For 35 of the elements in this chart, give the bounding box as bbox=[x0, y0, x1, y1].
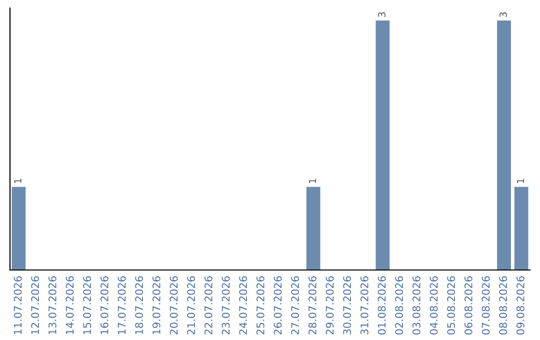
x-tick-label: 24.07.2026 bbox=[239, 276, 248, 334]
data-label: 3 bbox=[378, 12, 386, 17]
x-tick-label: 08.08.2026 bbox=[499, 276, 508, 335]
x-tick-label: 16.07.2026 bbox=[100, 276, 108, 334]
data-label: 3 bbox=[499, 12, 507, 17]
x-tick-label: 07.08.2026 bbox=[482, 276, 490, 335]
data-label: 1 bbox=[14, 178, 22, 183]
x-tick-label: 02.08.2026 bbox=[395, 276, 404, 335]
x-tick-label: 22.07.2026 bbox=[204, 276, 212, 334]
x-tick-label: 01.08.2026 bbox=[378, 276, 386, 335]
x-tick-label: 23.07.2026 bbox=[222, 276, 230, 334]
x-tick-label: 04.08.2026 bbox=[430, 276, 438, 335]
x-tick-label: 13.07.2026 bbox=[48, 276, 56, 334]
x-tick-label: 14.07.2026 bbox=[66, 276, 74, 334]
x-tick-label: 06.08.2026 bbox=[464, 276, 472, 335]
x-tick-label: 26.07.2026 bbox=[274, 276, 282, 334]
x-tick-label: 12.07.2026 bbox=[31, 276, 40, 334]
x-tick-label: 17.07.2026 bbox=[118, 276, 126, 334]
x-tick-label: 05.08.2026 bbox=[447, 276, 456, 335]
data-label: 1 bbox=[308, 178, 316, 183]
x-tick-label: 19.07.2026 bbox=[152, 276, 160, 334]
x-tick-label: 03.08.2026 bbox=[412, 276, 420, 335]
x-tick-label: 27.07.2026 bbox=[291, 276, 300, 334]
x-tick-label: 31.07.2026 bbox=[360, 276, 368, 334]
x-tick-label: 28.07.2026 bbox=[308, 276, 316, 334]
x-tick-label: 15.07.2026 bbox=[83, 276, 92, 334]
x-tick-label: 18.07.2026 bbox=[135, 276, 144, 334]
data-label: 1 bbox=[516, 178, 524, 183]
x-tick-label: 09.08.2026 bbox=[516, 276, 524, 335]
x-tick-label: 29.07.2026 bbox=[326, 276, 334, 334]
x-tick-label: 30.07.2026 bbox=[343, 276, 352, 334]
x-tick-label: 21.07.2026 bbox=[187, 276, 196, 334]
x-tick-label: 11.07.2026 bbox=[14, 276, 22, 334]
x-tick-label: 20.07.2026 bbox=[170, 276, 178, 334]
x-tick-label: 25.07.2026 bbox=[256, 276, 264, 334]
